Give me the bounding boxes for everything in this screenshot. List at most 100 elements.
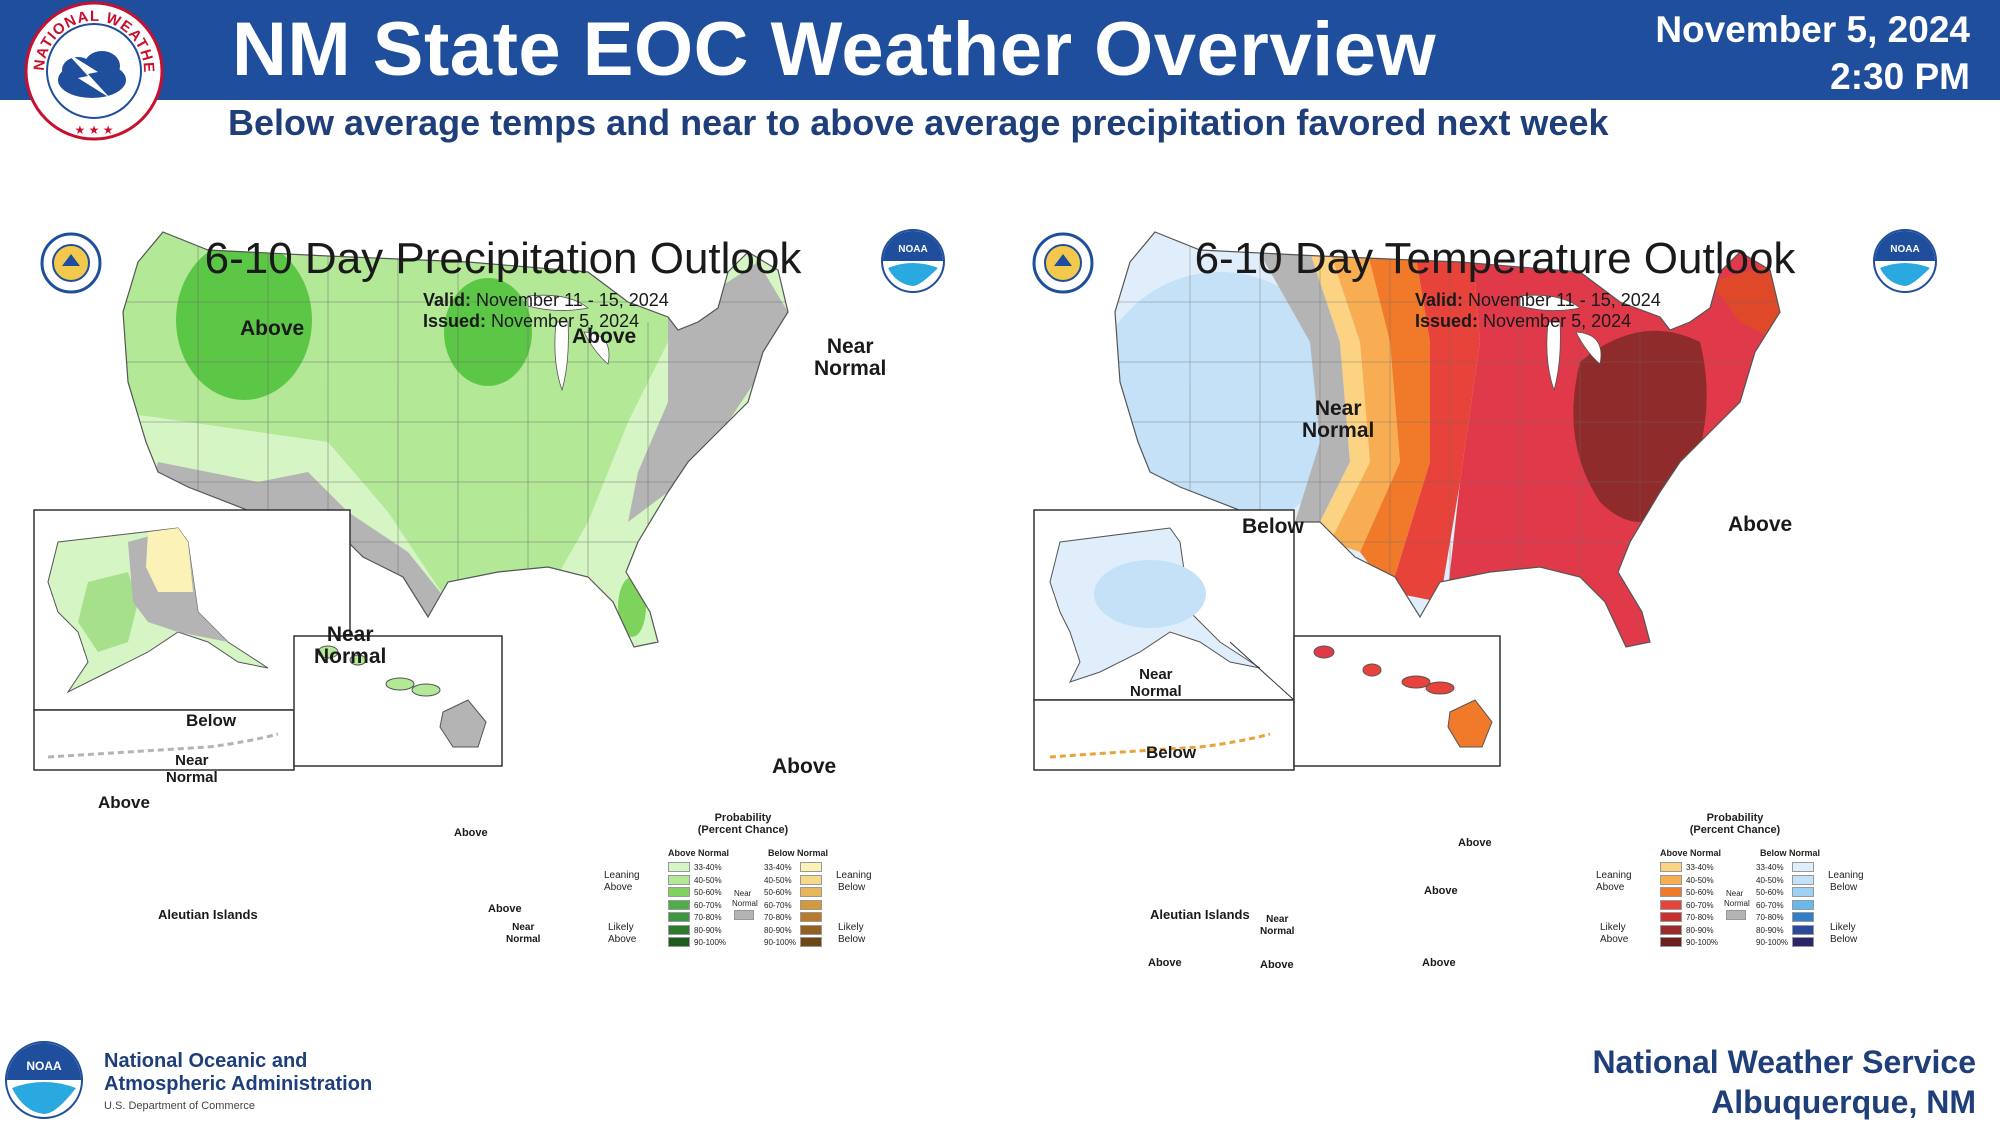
precip-ak-near-2: Normal <box>166 769 218 786</box>
temp-legend-range-above-2: 50-60% <box>1686 888 1714 897</box>
precip-legend-range-above-3: 60-70% <box>694 900 722 910</box>
precip-legend-swatch-below-5 <box>800 924 822 935</box>
precip-legend-range-below-6: 90-100% <box>764 938 797 947</box>
precip-legend-range-above-5: 80-90% <box>694 925 722 935</box>
precip-legend-head-left: Above Normal <box>668 848 730 858</box>
temp-legend-range-below-6: 90-100% <box>1756 938 1789 947</box>
temp-legend-range-above-0: 33-40% <box>1686 863 1714 872</box>
temp-legend-leaning-right-1: Leaning <box>1828 870 1864 881</box>
precip-legend-likely-left-1: Likely <box>608 922 634 933</box>
temp-legend-likely-right-1: Likely <box>1830 922 1856 933</box>
precip-hi-above-1: Above <box>454 827 488 839</box>
precip-legend-swatch-above-4 <box>668 912 690 922</box>
precip-label-above-nw: Above <box>240 317 305 340</box>
precip-legend-range-below-0: 33-40% <box>764 863 792 872</box>
temp-ak-below: Below <box>1146 743 1197 762</box>
temp-legend-head-left: Above Normal <box>1660 848 1722 858</box>
temp-legend-near-2: Normal <box>1724 899 1750 908</box>
page-title: NM State EOC Weather Overview <box>232 7 1437 92</box>
issued-time: 2:30 PM <box>1830 56 1970 97</box>
precip-legend-range-above-4: 70-80% <box>694 913 722 922</box>
precip-ak-above: Above <box>98 793 150 812</box>
temp-valid-box: Valid: November 11 - 15, 2024 Issued: No… <box>1415 290 1661 332</box>
temp-issued-label: Issued: <box>1415 311 1479 331</box>
precip-legend-range-below-5: 80-90% <box>764 925 792 935</box>
temp-al-above-1: Above <box>1148 957 1182 969</box>
temp-legend-range-below-2: 50-60% <box>1756 888 1784 897</box>
temp-legend-range-below-0: 33-40% <box>1756 863 1784 872</box>
precip-ak-near-1: Near <box>175 752 209 769</box>
temp-label-near: Near Normal <box>1302 398 1374 442</box>
precip-legend-swatch-below-6 <box>800 937 822 947</box>
precip-valid: November 11 - 15, 2024 <box>476 290 669 310</box>
temp-legend-swatch-below-4 <box>1792 912 1814 922</box>
temp-legend-range-below-3: 60-70% <box>1756 900 1784 910</box>
precip-near-ne-1: Near <box>826 335 874 358</box>
precip-legend-likely-right-2: Below <box>838 934 866 945</box>
temp-outlook-map <box>1033 231 1781 771</box>
commerce-seal-icon <box>40 232 102 294</box>
temp-al-near-2: Normal <box>1260 926 1295 937</box>
precip-ak-below: Below <box>186 711 237 730</box>
noaa-small-text: NOAA <box>898 244 927 255</box>
precip-near-sw-2: Normal <box>314 645 387 668</box>
temp-legend-swatch-above-0 <box>1660 862 1682 872</box>
noaa-name-line2: Atmospheric Administration <box>104 1073 373 1095</box>
temp-al-above-2: Above <box>1260 959 1294 971</box>
temp-aleutian: Aleutian Islands <box>1150 907 1250 922</box>
precip-legend-swatch-below-2 <box>800 887 822 897</box>
temp-label-below-w: Below <box>1242 515 1304 538</box>
nws-office-line2: Albuquerque, NM <box>1711 1084 1976 1120</box>
temp-legend-swatch-below-1 <box>1792 874 1814 885</box>
temp-legend-swatch-above-6 <box>1660 937 1682 947</box>
noaa-logo-icon: NOAA <box>880 228 946 294</box>
precip-hi-near-1: Near <box>512 922 535 933</box>
temp-valid: November 11 - 15, 2024 <box>1468 290 1661 310</box>
precip-legend-title2: (Percent Chance) <box>697 824 789 836</box>
temp-legend-swatch-below-0 <box>1792 862 1814 872</box>
temp-legend-likely-right-2: Below <box>1830 934 1858 945</box>
precip-valid-label: Valid: <box>423 290 472 310</box>
precip-legend-swatch-below-4 <box>800 912 822 922</box>
precip-legend-range-above-0: 33-40% <box>694 863 722 872</box>
temp-legend-leaning-left-1: Leaning <box>1596 870 1632 881</box>
precip-issued: November 5, 2024 <box>491 311 640 331</box>
precip-label-near-sw: Near Normal <box>314 624 386 668</box>
temp-legend-likely-left-1: Likely <box>1600 922 1626 933</box>
temp-issued: November 5, 2024 <box>1483 311 1632 331</box>
precip-label-above-fl: Above <box>772 755 837 778</box>
nws-office: National Weather Service Albuquerque, NM <box>1592 1042 1976 1122</box>
precip-legend-swatch-above-0 <box>668 862 690 872</box>
precip-legend-swatch-above-6 <box>668 937 690 947</box>
precip-legend-likely-left-2: Above <box>608 934 637 945</box>
temp-legend-swatch-above-1 <box>1660 874 1682 885</box>
title-banner <box>0 0 2000 100</box>
precip-legend-swatch-above-3 <box>668 899 690 910</box>
temp-ak-near-2: Normal <box>1130 683 1182 700</box>
precip-legend-swatch-below-0 <box>800 862 822 872</box>
noaa-name: National Oceanic and Atmospheric Adminis… <box>104 1050 372 1096</box>
temp-legend-swatch-below-5 <box>1792 924 1814 935</box>
temp-valid-label: Valid: <box>1415 290 1464 310</box>
noaa-footer-logo: NOAA <box>5 1041 83 1119</box>
temp-legend-range-above-4: 70-80% <box>1686 913 1714 922</box>
temp-legend-range-below-4: 70-80% <box>1756 913 1784 922</box>
temp-ak-near-1: Near <box>1139 666 1173 683</box>
noaa-footer-logo-text: NOAA <box>26 1059 62 1073</box>
issued-date: November 5, 2024 <box>1655 9 1970 50</box>
precip-legend-likely-right-1: Likely <box>838 922 864 933</box>
temp-legend-swatch-above-2 <box>1660 887 1682 897</box>
temp-legend-leaning-left-2: Above <box>1596 882 1625 893</box>
temp-legend-leaning-right-2: Below <box>1830 882 1858 893</box>
precip-legend-range-above-1: 40-50% <box>694 875 722 885</box>
temp-title: 6-10 Day Temperature Outlook <box>1194 234 1796 283</box>
temp-legend-swatch-below-2 <box>1792 887 1814 897</box>
temp-commerce-seal-icon <box>1032 232 1094 294</box>
precip-legend-range-above-2: 50-60% <box>694 888 722 897</box>
precip-legend-leaning-right-1: Leaning <box>836 870 872 881</box>
temp-legend-range-above-1: 40-50% <box>1686 875 1714 885</box>
issued-datetime: November 5, 2024 2:30 PM <box>1655 6 1970 100</box>
precip-near-ne-2: Normal <box>814 357 887 380</box>
temp-legend-title1: Probability <box>1706 812 1764 824</box>
precip-legend-swatch-below-3 <box>800 899 822 910</box>
